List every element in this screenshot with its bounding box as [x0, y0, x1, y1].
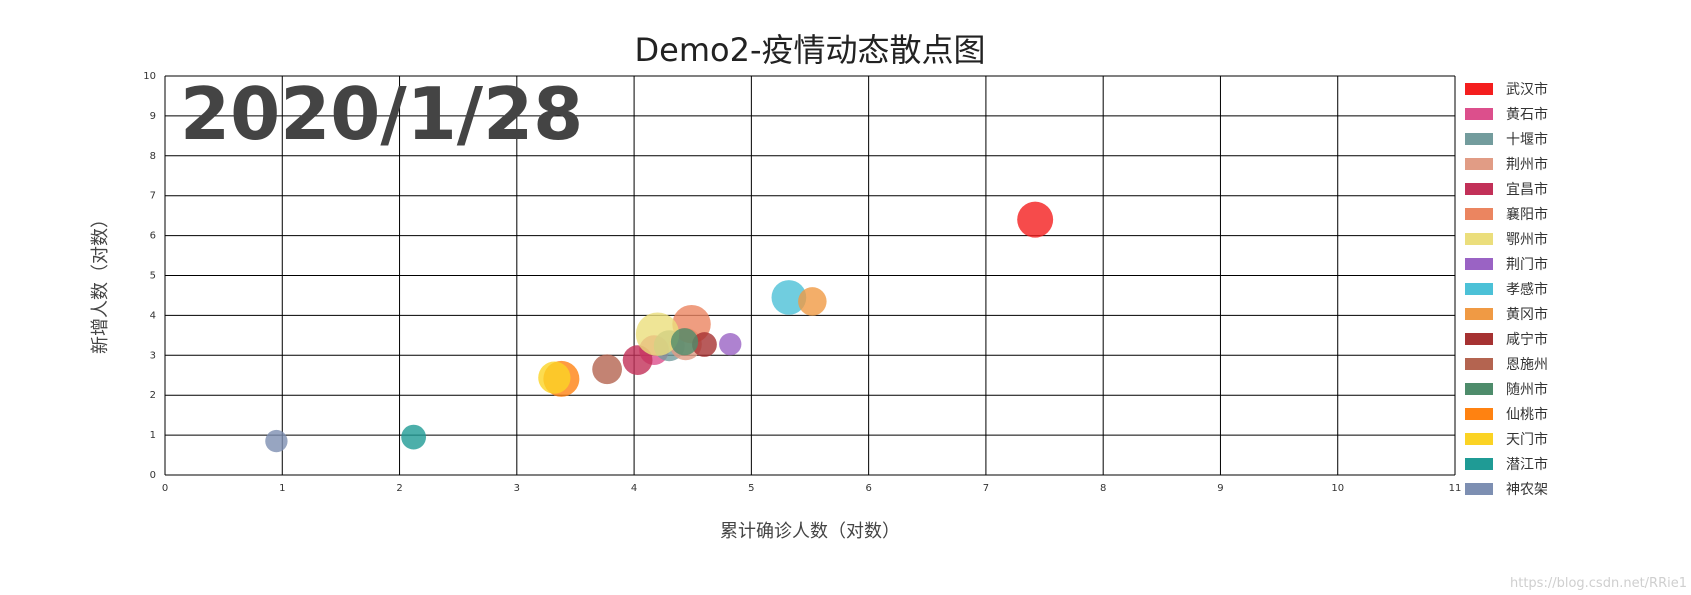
legend-swatch: [1465, 433, 1493, 445]
x-tick-label: 1: [279, 483, 285, 494]
legend-swatch: [1465, 308, 1493, 320]
date-label: 2020/1/28: [180, 72, 583, 156]
legend-swatch: [1465, 183, 1493, 195]
x-tick-label: 10: [1331, 483, 1344, 494]
legend-swatch: [1465, 458, 1493, 470]
data-point[interactable]: [771, 280, 807, 315]
legend-swatch: [1465, 358, 1493, 370]
legend-label: 恩施州: [1506, 357, 1548, 373]
x-axis-title: 累计确诊人数（对数）: [720, 521, 900, 542]
legend-item[interactable]: 天门市: [1465, 431, 1548, 448]
x-tick-label: 11: [1449, 483, 1462, 494]
legend-swatch: [1465, 208, 1493, 220]
x-tick-label: 8: [1100, 483, 1106, 494]
chart-title: Demo2-疫情动态散点图: [635, 31, 986, 69]
legend-label: 鄂州市: [1506, 231, 1548, 248]
legend-swatch: [1465, 258, 1493, 270]
y-tick-label: 10: [143, 71, 156, 82]
legend-label: 潜江市: [1506, 456, 1548, 473]
watermark: https://blog.csdn.net/RRie1: [1510, 576, 1687, 591]
legend-swatch: [1465, 133, 1493, 145]
legend-item[interactable]: 武汉市: [1465, 81, 1548, 98]
legend-item[interactable]: 宜昌市: [1465, 181, 1548, 198]
legend-label: 十堰市: [1506, 131, 1548, 148]
legend-label: 黄冈市: [1506, 306, 1548, 323]
data-point[interactable]: [622, 345, 653, 375]
x-tick-label: 9: [1217, 483, 1223, 494]
legend-label: 天门市: [1506, 431, 1548, 448]
y-tick-label: 7: [150, 191, 156, 202]
data-point[interactable]: [1017, 201, 1054, 238]
y-tick-label: 0: [150, 470, 156, 481]
legend[interactable]: 武汉市黄石市十堰市荆州市宜昌市襄阳市鄂州市荆门市孝感市黄冈市咸宁市恩施州随州市仙…: [1465, 81, 1548, 498]
legend-label: 荆州市: [1506, 156, 1548, 173]
legend-item[interactable]: 荆门市: [1465, 256, 1548, 273]
legend-label: 咸宁市: [1506, 331, 1548, 348]
x-axis-ticks: 0 1 2 3 4 5 6 7 8 9 10 11: [162, 483, 1462, 494]
data-point[interactable]: [719, 332, 742, 356]
legend-swatch: [1465, 233, 1493, 245]
data-point[interactable]: [592, 354, 622, 385]
legend-item[interactable]: 十堰市: [1465, 131, 1548, 148]
x-tick-label: 2: [396, 483, 402, 494]
legend-swatch: [1465, 83, 1493, 95]
legend-label: 武汉市: [1506, 81, 1548, 98]
legend-item[interactable]: 咸宁市: [1465, 331, 1548, 348]
data-point[interactable]: [538, 361, 571, 394]
legend-swatch: [1465, 383, 1493, 395]
y-axis-ticks: 0 1 2 3 4 5 6 7 8 9 10: [143, 71, 156, 481]
legend-label: 随州市: [1506, 381, 1548, 398]
data-point[interactable]: [670, 328, 699, 356]
legend-item[interactable]: 潜江市: [1465, 456, 1548, 473]
data-point[interactable]: [401, 424, 427, 450]
y-tick-label: 2: [150, 390, 156, 401]
legend-label: 孝感市: [1506, 281, 1548, 298]
x-tick-label: 3: [514, 483, 520, 494]
legend-swatch: [1465, 333, 1493, 345]
legend-label: 宜昌市: [1506, 181, 1548, 198]
x-tick-label: 6: [865, 483, 871, 494]
legend-label: 神农架: [1506, 482, 1548, 498]
y-tick-label: 9: [150, 111, 156, 122]
x-tick-label: 0: [162, 483, 168, 494]
legend-item[interactable]: 孝感市: [1465, 281, 1548, 298]
x-tick-label: 7: [983, 483, 989, 494]
y-axis-title: 新增人数（对数）: [90, 210, 111, 354]
data-point[interactable]: [692, 332, 717, 357]
legend-swatch: [1465, 108, 1493, 120]
legend-label: 荆门市: [1506, 256, 1548, 273]
y-tick-label: 4: [150, 310, 156, 321]
data-point[interactable]: [798, 287, 827, 316]
legend-swatch: [1465, 408, 1493, 420]
legend-swatch: [1465, 483, 1493, 495]
legend-item[interactable]: 神农架: [1465, 482, 1548, 498]
legend-swatch: [1465, 283, 1493, 295]
legend-swatch: [1465, 158, 1493, 170]
legend-item[interactable]: 随州市: [1465, 381, 1548, 398]
grid-lines: [164, 75, 1456, 476]
legend-item[interactable]: 黄冈市: [1465, 306, 1548, 323]
y-tick-label: 1: [150, 430, 156, 441]
y-tick-label: 6: [150, 231, 156, 242]
y-tick-label: 5: [150, 271, 156, 282]
legend-item[interactable]: 荆州市: [1465, 156, 1548, 173]
x-tick-label: 5: [748, 483, 754, 494]
y-tick-label: 8: [150, 151, 156, 162]
legend-label: 黄石市: [1506, 106, 1548, 123]
legend-item[interactable]: 仙桃市: [1465, 406, 1548, 423]
legend-item[interactable]: 恩施州: [1465, 357, 1548, 373]
y-tick-label: 3: [150, 350, 156, 361]
data-point[interactable]: [265, 429, 288, 453]
legend-label: 襄阳市: [1506, 206, 1548, 223]
legend-label: 仙桃市: [1506, 406, 1548, 423]
x-tick-label: 4: [631, 483, 637, 494]
legend-item[interactable]: 黄石市: [1465, 106, 1548, 123]
data-point[interactable]: [635, 312, 680, 356]
data-points: [265, 201, 1054, 453]
legend-item[interactable]: 襄阳市: [1465, 206, 1548, 223]
legend-item[interactable]: 鄂州市: [1465, 231, 1548, 248]
